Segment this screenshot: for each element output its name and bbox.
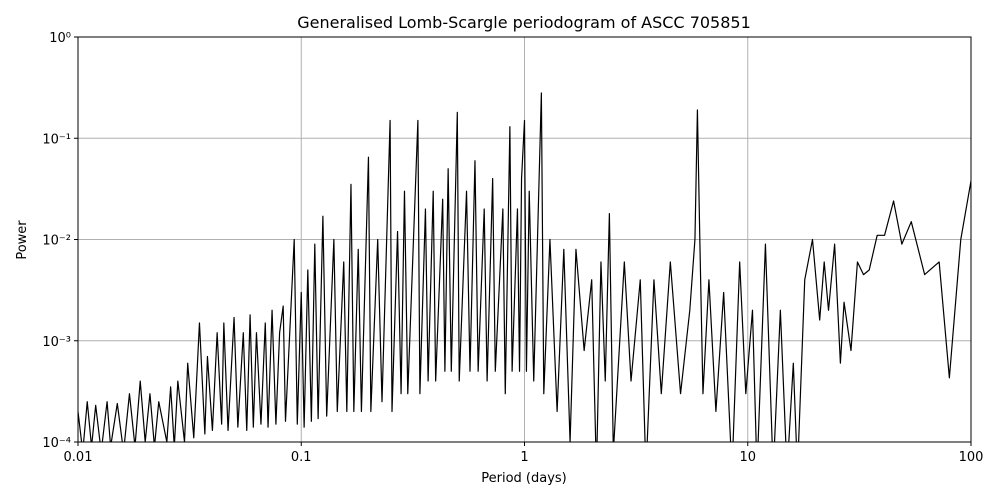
x-tick-label: 100 <box>959 450 984 465</box>
x-tick-label: 10 <box>739 450 756 465</box>
y-tick-label: 10⁻¹ <box>42 132 71 147</box>
series-line <box>78 92 971 442</box>
x-tick-label: 0.01 <box>64 450 93 465</box>
y-axis-label: Power <box>15 220 30 260</box>
x-axis-label: Period (days) <box>481 471 567 486</box>
y-tick-label: 10⁰ <box>49 31 71 46</box>
x-tick-label: 0.1 <box>291 450 312 465</box>
y-tick-label: 10⁻³ <box>42 335 71 350</box>
ticks: 0.01 0.1 1 10 100 10⁻⁴ 10⁻³ 10⁻² 10⁻¹ 10⁰ <box>42 31 983 465</box>
x-tick-label: 1 <box>520 450 528 465</box>
chart-title: Generalised Lomb-Scargle periodogram of … <box>297 13 751 32</box>
y-tick-label: 10⁻⁴ <box>42 436 71 451</box>
y-tick-label: 10⁻² <box>42 234 71 249</box>
plot-area <box>78 92 971 442</box>
